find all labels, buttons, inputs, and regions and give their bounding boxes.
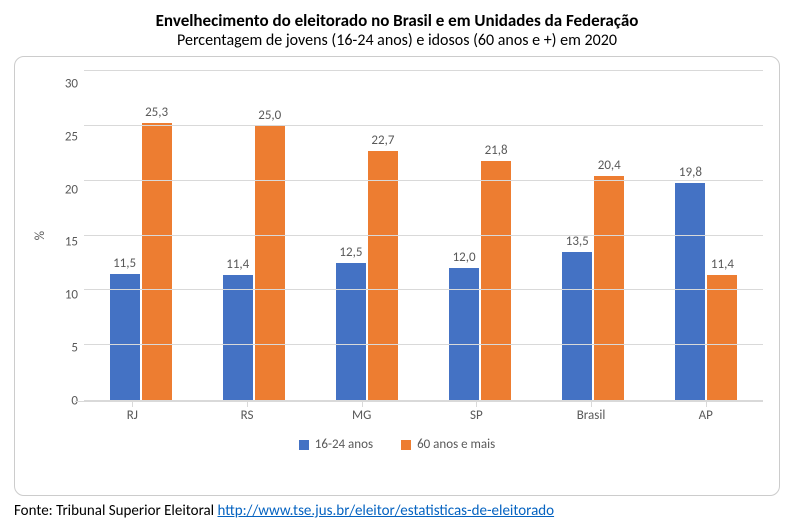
bar-value-label: 19,8 xyxy=(679,165,702,180)
gridline xyxy=(84,235,763,236)
bar-group: 12,522,7 xyxy=(310,71,423,400)
bar-group: 19,811,4 xyxy=(650,71,763,400)
y-axis: 302520151050 xyxy=(50,71,84,401)
gridline xyxy=(84,344,763,345)
bar: 13,5 xyxy=(562,252,592,400)
bar-value-label: 22,7 xyxy=(371,133,394,148)
chart-title: Envelhecimento do eleitorado no Brasil e… xyxy=(14,10,780,31)
legend-swatch xyxy=(401,440,411,450)
bar-value-label: 11,4 xyxy=(226,257,249,272)
bar: 20,4 xyxy=(594,176,624,400)
bar: 21,8 xyxy=(481,161,511,400)
y-axis-label: % xyxy=(31,231,50,240)
bar-value-label: 12,0 xyxy=(453,250,476,265)
gridline xyxy=(84,289,763,290)
bar-value-label: 21,8 xyxy=(485,143,508,158)
bar-value-label: 25,3 xyxy=(145,105,168,120)
chart-subtitle: Percentagem de jovens (16-24 anos) e ido… xyxy=(14,31,780,50)
y-tick: 25 xyxy=(65,130,78,143)
bar: 12,0 xyxy=(449,268,479,400)
bar-group: 13,520,4 xyxy=(537,71,650,400)
y-tick: 30 xyxy=(65,78,78,91)
bar-group: 11,425,0 xyxy=(197,71,310,400)
bar-value-label: 11,4 xyxy=(711,257,734,272)
plot-holder: % 302520151050 11,525,311,425,012,522,71… xyxy=(31,71,763,401)
title-block: Envelhecimento do eleitorado no Brasil e… xyxy=(14,10,780,50)
bar-groups: 11,525,311,425,012,522,712,021,813,520,4… xyxy=(84,71,763,400)
legend-item: 16-24 anos xyxy=(299,437,373,452)
x-tick: RJ xyxy=(75,401,190,423)
gridline xyxy=(84,125,763,126)
bar-value-label: 13,5 xyxy=(566,234,589,249)
x-tick: MG xyxy=(304,401,419,423)
bar: 11,4 xyxy=(223,275,253,400)
legend-label: 60 anos e mais xyxy=(417,437,495,452)
gridline xyxy=(84,70,763,71)
x-tick: SP xyxy=(419,401,534,423)
bar-value-label: 20,4 xyxy=(598,158,621,173)
source-prefix: Fonte: Tribunal Superior Eleitoral xyxy=(14,502,218,520)
legend-item: 60 anos e mais xyxy=(401,437,495,452)
bar-value-label: 12,5 xyxy=(339,245,362,260)
bar-value-label: 25,0 xyxy=(258,108,281,123)
bar: 11,5 xyxy=(110,274,140,400)
legend: 16-24 anos 60 anos e mais xyxy=(31,437,763,452)
y-tick: 10 xyxy=(65,289,78,302)
x-axis: RJRSMGSPBrasilAP xyxy=(75,401,763,423)
bar: 11,4 xyxy=(707,275,737,400)
legend-swatch xyxy=(299,440,309,450)
source-link[interactable]: http://www.tse.jus.br/eleitor/estatistic… xyxy=(218,502,555,520)
legend-label: 16-24 anos xyxy=(315,437,373,452)
bar-value-label: 11,5 xyxy=(113,256,136,271)
plot-area: 11,525,311,425,012,522,712,021,813,520,4… xyxy=(84,71,763,401)
x-tick: RS xyxy=(190,401,305,423)
x-tick: AP xyxy=(648,401,763,423)
y-tick: 5 xyxy=(71,342,78,355)
y-tick: 20 xyxy=(65,183,78,196)
bar: 12,5 xyxy=(336,263,366,400)
bar-group: 12,021,8 xyxy=(424,71,537,400)
bar: 19,8 xyxy=(675,183,705,400)
gridline xyxy=(84,180,763,181)
bar: 25,3 xyxy=(142,123,172,400)
x-tick: Brasil xyxy=(534,401,649,423)
chart-container: Envelhecimento do eleitorado no Brasil e… xyxy=(0,0,794,526)
source-line: Fonte: Tribunal Superior Eleitoral http:… xyxy=(14,502,780,520)
bar: 22,7 xyxy=(368,151,398,400)
bar: 25,0 xyxy=(255,126,285,400)
bar-group: 11,525,3 xyxy=(84,71,197,400)
y-tick: 15 xyxy=(65,236,78,249)
chart-frame: % 302520151050 11,525,311,425,012,522,71… xyxy=(14,56,780,496)
